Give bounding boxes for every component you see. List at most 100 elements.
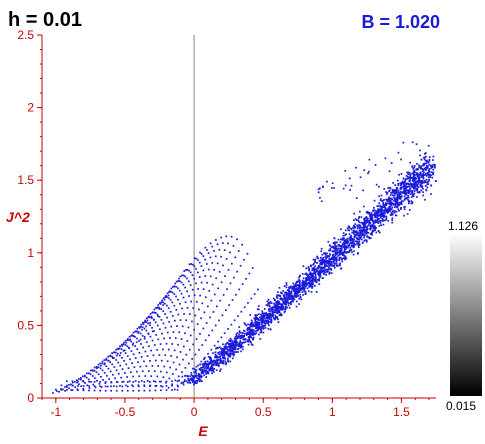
scatter-point xyxy=(251,324,254,327)
scatter-point xyxy=(390,201,393,204)
scatter-point xyxy=(154,389,157,392)
scatter-point xyxy=(296,291,299,293)
scatter-point xyxy=(171,389,173,391)
scatter-point xyxy=(214,353,217,356)
scatter-point xyxy=(162,322,165,325)
scatter-point xyxy=(297,292,299,295)
scatter-point xyxy=(395,202,398,205)
scatter-point xyxy=(157,315,159,317)
scatter-point xyxy=(255,315,257,318)
scatter-point xyxy=(373,227,376,229)
scatter-point xyxy=(413,190,416,192)
scatter-point xyxy=(390,197,392,200)
scatter-point xyxy=(391,194,394,196)
scatter-point xyxy=(106,385,109,388)
scatter-point xyxy=(229,347,231,350)
scatter-point xyxy=(241,283,244,285)
scatter-point xyxy=(206,362,209,365)
scatter-point xyxy=(398,197,401,199)
scatter-point xyxy=(394,198,396,201)
scatter-point xyxy=(386,191,389,194)
scatter-point xyxy=(283,285,286,287)
scatter-point xyxy=(254,318,256,321)
scatter-point xyxy=(123,341,125,344)
scatter-point xyxy=(249,314,252,316)
scatter-point xyxy=(289,293,292,296)
scatter-point xyxy=(191,377,193,380)
scatter-point xyxy=(194,380,196,383)
scatter-point xyxy=(361,226,364,229)
scatter-point xyxy=(195,338,198,340)
scatter-point xyxy=(418,190,421,193)
scatter-point xyxy=(356,224,358,227)
scatter-point xyxy=(191,288,194,291)
scatter-point xyxy=(172,285,175,288)
scatter-point xyxy=(293,285,296,288)
scatter-point xyxy=(368,219,371,222)
scatter-point xyxy=(121,389,124,392)
scatter-point xyxy=(353,219,355,222)
scatter-point xyxy=(66,384,68,387)
scatter-point xyxy=(194,314,197,317)
scatter-point xyxy=(288,306,291,309)
scatter-point xyxy=(357,219,360,222)
scatter-point xyxy=(200,317,202,320)
scatter-point xyxy=(412,171,415,174)
scatter-point xyxy=(96,380,98,382)
scatter-point xyxy=(136,327,139,330)
scatter-point xyxy=(348,226,351,229)
scatter-point xyxy=(200,371,203,374)
scatter-point xyxy=(211,329,214,332)
scatter-point xyxy=(346,246,349,249)
scatter-point xyxy=(191,379,194,381)
scatter-point xyxy=(356,242,359,244)
scatter-point xyxy=(357,217,360,220)
scatter-point xyxy=(365,222,367,225)
scatter-point xyxy=(62,388,64,391)
scatter-point xyxy=(165,389,168,391)
scatter-point xyxy=(266,315,269,317)
scatter-point xyxy=(268,301,270,304)
scatter-point xyxy=(248,272,251,275)
scatter-point xyxy=(329,260,332,263)
scatter-point xyxy=(219,351,221,353)
scatter-point xyxy=(273,309,276,311)
scatter-point xyxy=(267,321,270,323)
scatter-point xyxy=(296,293,298,296)
scatter-point xyxy=(160,389,162,392)
scatter-point xyxy=(299,285,302,287)
scatter-point xyxy=(364,221,366,224)
scatter-point xyxy=(375,210,377,212)
scatter-point xyxy=(275,301,277,303)
scatter-point xyxy=(308,269,310,272)
scatter-point xyxy=(270,314,272,316)
scatter-point xyxy=(428,158,431,161)
scatter-point xyxy=(232,245,235,247)
scatter-point xyxy=(385,209,387,212)
scatter-point xyxy=(249,333,251,336)
scatter-point xyxy=(400,173,403,175)
scatter-point xyxy=(412,177,415,179)
scatter-point xyxy=(330,269,333,271)
scatter-point xyxy=(419,154,421,157)
scatter-point xyxy=(362,226,365,228)
scatter-point xyxy=(314,276,316,278)
scatter-point xyxy=(210,369,213,371)
scatter-point xyxy=(151,327,153,329)
scatter-point xyxy=(276,309,279,312)
scatter-point xyxy=(194,353,197,356)
scatter-point xyxy=(218,358,221,361)
scatter-point xyxy=(94,377,96,379)
scatter-point xyxy=(413,179,416,182)
scatter-point xyxy=(309,271,312,274)
scatter-point xyxy=(415,172,418,174)
scatter-point xyxy=(115,354,118,357)
scatter-point xyxy=(348,225,350,228)
scatter-point xyxy=(259,316,262,319)
scatter-point xyxy=(391,210,394,213)
scatter-point xyxy=(319,187,321,190)
scatter-point xyxy=(397,184,400,187)
scatter-point xyxy=(328,262,331,264)
scatter-point xyxy=(192,379,195,381)
scatter-point xyxy=(89,369,92,372)
